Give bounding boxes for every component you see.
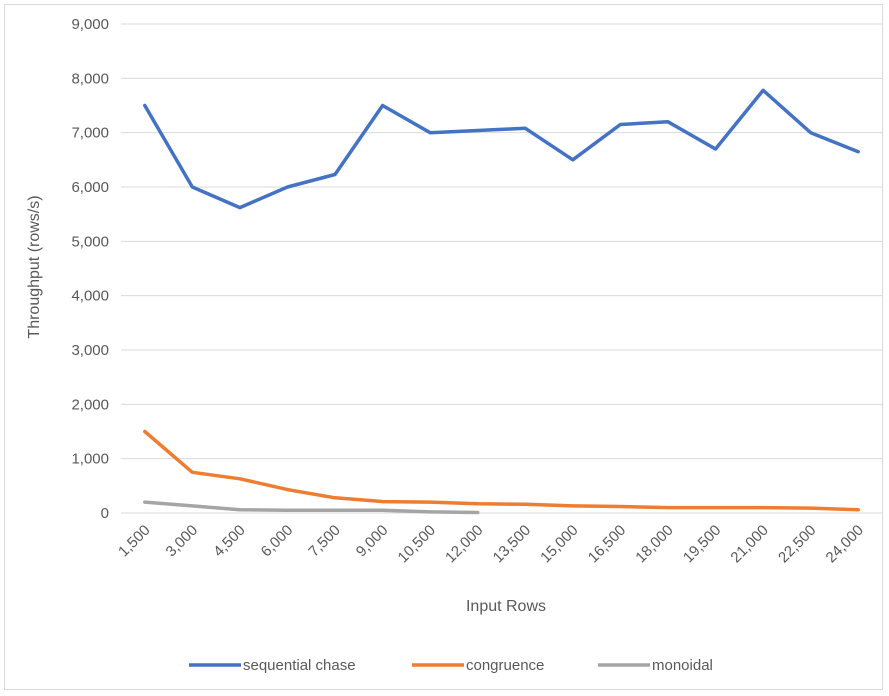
series-line-sequential-chase [143, 88, 860, 210]
x-tick-label: 22,500 [775, 522, 819, 566]
x-tick-label: 15,000 [537, 522, 581, 566]
y-tick-label: 5,000 [71, 233, 109, 250]
x-tick-label: 3,000 [163, 522, 202, 561]
x-axis-ticks: 1,500 3,000 4,500 6,000 7,500 9,000 10,500 12,0… [115, 522, 867, 566]
y-tick-label: 0 [101, 505, 109, 522]
legend-label-congruence: congruence [466, 657, 544, 674]
series-line-monoidal [143, 500, 480, 515]
y-axis-title: Throughput (rows/s) [26, 195, 43, 338]
x-tick-label: 19,500 [680, 522, 724, 566]
gridlines [121, 23, 882, 514]
y-tick-label: 6,000 [71, 179, 109, 196]
y-tick-label: 7,000 [71, 125, 109, 142]
chart-area: 0 1,000 2,000 3,000 4,000 5,000 6,000 7,000 8,00… [4, 4, 883, 690]
y-tick-label: 1,000 [71, 451, 109, 468]
x-tick-label: 6,000 [258, 522, 297, 561]
x-tick-label: 7,500 [305, 522, 344, 561]
y-tick-label: 2,000 [71, 396, 109, 413]
legend-label-monoidal: monoidal [652, 657, 713, 674]
x-tick-label: 21,000 [727, 522, 771, 566]
series-line-congruence [143, 429, 860, 512]
x-tick-label: 16,500 [585, 522, 629, 566]
x-tick-label: 10,500 [395, 522, 439, 566]
x-tick-label: 13,500 [490, 522, 534, 566]
x-tick-label: 12,000 [442, 522, 486, 566]
legend-label-sequential-chase: sequential chase [243, 657, 356, 674]
x-tick-label: 24,000 [823, 522, 867, 566]
series-lines [143, 88, 860, 515]
y-tick-label: 9,000 [71, 16, 109, 33]
x-tick-label: 18,000 [632, 522, 676, 566]
y-tick-label: 4,000 [71, 288, 109, 305]
x-tick-label: 4,500 [210, 522, 249, 561]
line-chart: 0 1,000 2,000 3,000 4,000 5,000 6,000 7,000 8,00… [26, 16, 882, 674]
y-tick-label: 8,000 [71, 70, 109, 87]
x-axis-title: Input Rows [466, 598, 546, 615]
y-tick-label: 3,000 [71, 342, 109, 359]
x-tick-label: 1,500 [115, 522, 154, 561]
legend: sequential chase congruence monoidal [189, 657, 713, 674]
x-tick-label: 9,000 [353, 522, 392, 561]
y-axis-ticks: 0 1,000 2,000 3,000 4,000 5,000 6,000 7,000 8,00… [71, 16, 109, 522]
